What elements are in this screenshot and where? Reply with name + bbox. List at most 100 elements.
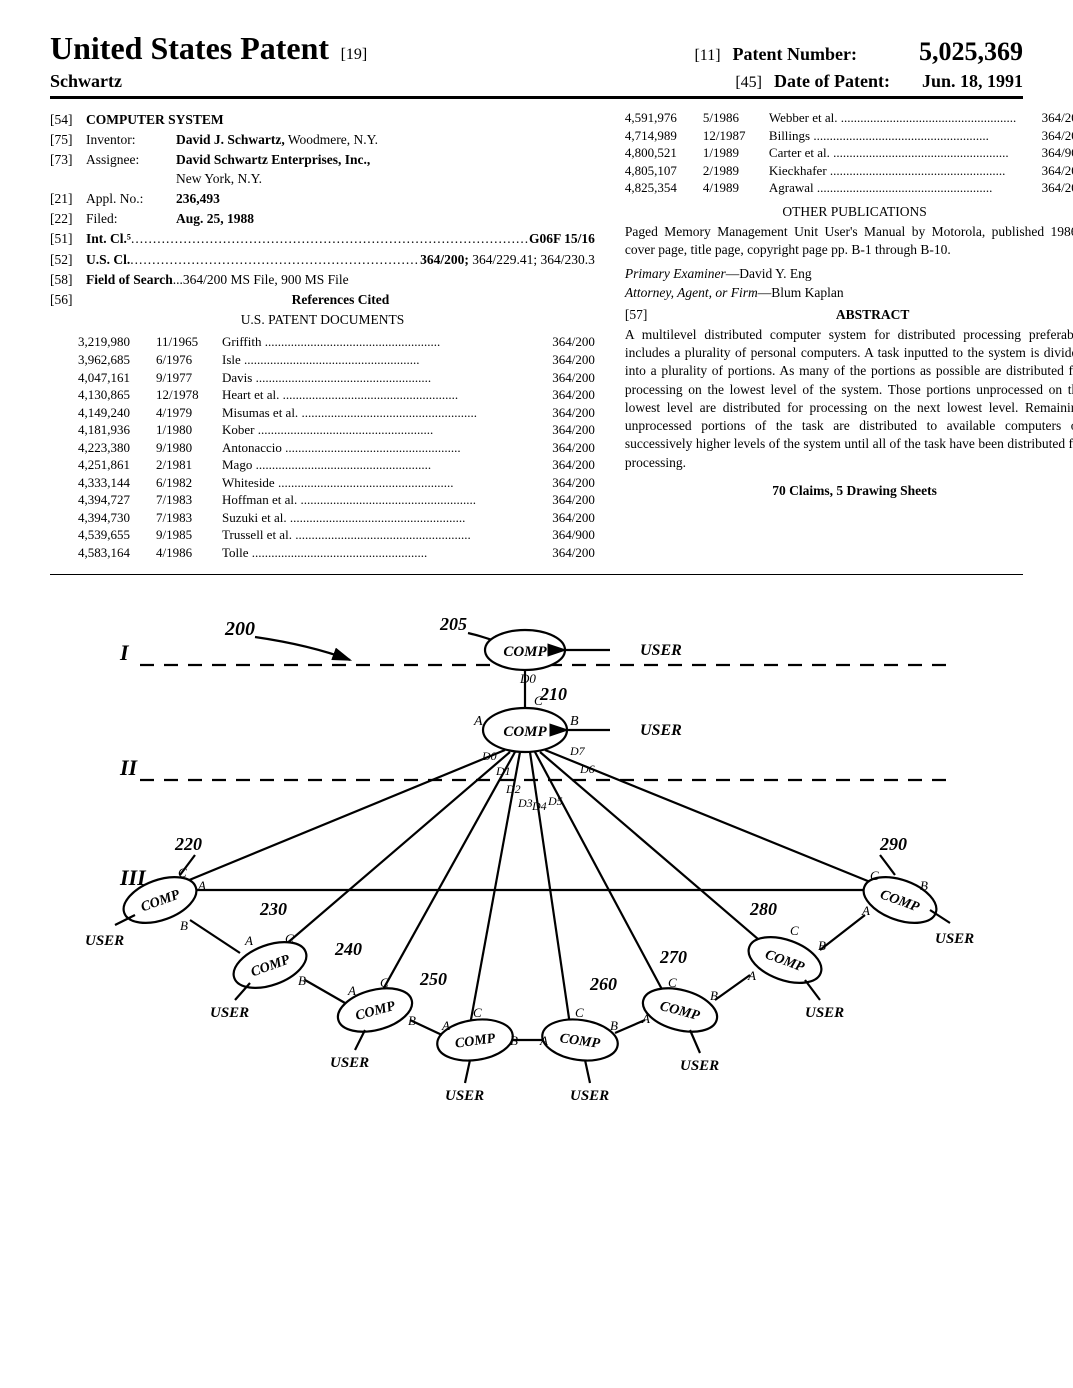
- svg-text:USER: USER: [640, 722, 682, 739]
- patent-reference-row: 4,047,1619/1977Davis 364/200: [50, 369, 595, 387]
- svg-text:C: C: [380, 975, 389, 990]
- code-56: [56]: [50, 291, 86, 309]
- ref-inventor: Carter et al.: [769, 144, 1016, 162]
- uscl-label: U.S. Cl.: [86, 251, 130, 269]
- level-2-label: II: [119, 755, 139, 780]
- ref-date: 4/1986: [156, 544, 214, 562]
- svg-text:B: B: [180, 918, 188, 933]
- assignee-loc: New York, N.Y.: [176, 171, 262, 186]
- ref-date: 2/1989: [703, 162, 761, 180]
- svg-text:A: A: [641, 1011, 650, 1026]
- left-column: [54] COMPUTER SYSTEM [75] Inventor: Davi…: [50, 109, 595, 562]
- date-label: Date of Patent:: [774, 71, 890, 92]
- ref-date: 4/1979: [156, 404, 214, 422]
- svg-text:C: C: [575, 1005, 584, 1020]
- ref-number: 4,181,936: [78, 421, 148, 439]
- ref-inventor: Trussell et al.: [222, 526, 527, 544]
- ref-inventor: Heart et al.: [222, 386, 527, 404]
- ref-number: 4,714,989: [625, 127, 695, 145]
- refs-cited-label: References Cited: [86, 291, 595, 309]
- code-11: [11]: [694, 47, 720, 65]
- ref-date: 4/1989: [703, 179, 761, 197]
- fos-label: Field of Search: [86, 271, 173, 289]
- ref-date: 9/1977: [156, 369, 214, 387]
- ref-inventor: Kober: [222, 421, 527, 439]
- ref-date: 2/1981: [156, 456, 214, 474]
- ref-inventor: Tolle: [222, 544, 527, 562]
- ref-date: 12/1987: [703, 127, 761, 145]
- filed-date: Aug. 25, 1988: [176, 210, 254, 228]
- other-pub-text: Paged Memory Management Unit User's Manu…: [625, 223, 1073, 259]
- ref-number: 4,333,144: [78, 474, 148, 492]
- ref-number: 4,223,380: [78, 439, 148, 457]
- ref-date: 6/1982: [156, 474, 214, 492]
- other-pub-label: OTHER PUBLICATIONS: [625, 203, 1073, 221]
- header-left: United States Patent [19]: [50, 30, 367, 67]
- inventor-surname: Schwartz: [50, 71, 122, 92]
- svg-text:A: A: [244, 933, 253, 948]
- patent-reference-row: 4,714,98912/1987Billings 364/200: [625, 127, 1073, 145]
- ref-inventor: Hoffman et al.: [222, 491, 527, 509]
- patent-reference-row: 4,394,7277/1983Hoffman et al. 364/200: [50, 491, 595, 509]
- header-rule: [50, 96, 1023, 99]
- ref-class: 364/200: [535, 351, 595, 369]
- attorney-label: Attorney, Agent, or Firm: [625, 285, 758, 300]
- ref-inventor: Kieckhafer: [769, 162, 1016, 180]
- svg-text:USER: USER: [570, 1088, 609, 1104]
- svg-text:USER: USER: [445, 1088, 484, 1104]
- appl-label: Appl. No.:: [86, 190, 176, 208]
- examiner-label: Primary Examiner: [625, 266, 726, 281]
- patent-reference-row: 4,805,1072/1989Kieckhafer 364/200: [625, 162, 1073, 180]
- ref-270: 270: [659, 947, 687, 967]
- ref-class: 364/200: [535, 491, 595, 509]
- ref-date: 11/1965: [156, 333, 214, 351]
- svg-text:C: C: [473, 1005, 482, 1020]
- ref-date: 5/1986: [703, 109, 761, 127]
- ref-class: 364/200: [535, 474, 595, 492]
- ref-number: 4,130,865: [78, 386, 148, 404]
- patent-number-label: Patent Number:: [733, 44, 857, 65]
- ref-230: 230: [259, 899, 287, 919]
- ref-210: 210: [539, 684, 567, 704]
- ref-number: 4,800,521: [625, 144, 695, 162]
- ref-inventor: Mago: [222, 456, 527, 474]
- ref-class: 364/200: [535, 369, 595, 387]
- figure-svg: I II III 200 205 COMP USER D0 210 C COMP…: [50, 605, 1010, 1165]
- ref-inventor: Antonaccio: [222, 439, 527, 457]
- ref-date: 7/1983: [156, 491, 214, 509]
- patent-figure: I II III 200 205 COMP USER D0 210 C COMP…: [50, 605, 1023, 1170]
- dotleader: [130, 251, 420, 269]
- ref-number: 4,825,354: [625, 179, 695, 197]
- svg-text:B: B: [570, 714, 579, 729]
- code-45: [45]: [735, 74, 762, 92]
- ref-date: 6/1976: [156, 351, 214, 369]
- ref-date: 1/1989: [703, 144, 761, 162]
- patent-reference-row: 4,223,3809/1980Antonaccio 364/200: [50, 439, 595, 457]
- patent-reference-row: 4,800,521 1/1989 Carter et al. 364/900: [625, 144, 1073, 162]
- ref-inventor: Isle: [222, 351, 527, 369]
- uscl-value: 364/200;: [420, 252, 469, 267]
- svg-text:C: C: [178, 865, 187, 880]
- ref-class: 364/900: [1024, 144, 1073, 162]
- ref-inventor: Griffith: [222, 333, 527, 351]
- code-54: [54]: [50, 111, 86, 129]
- svg-text:D3: D3: [517, 796, 533, 810]
- body-rule: [50, 574, 1023, 575]
- ref-220: 220: [174, 834, 202, 854]
- patent-number: 5,025,369: [919, 37, 1023, 67]
- code-21: [21]: [50, 190, 86, 208]
- ref-class: 364/200: [535, 509, 595, 527]
- ref-290: 290: [879, 834, 907, 854]
- ref-inventor: Davis: [222, 369, 527, 387]
- svg-text:B: B: [610, 1018, 618, 1033]
- ref-class: 364/200: [535, 386, 595, 404]
- comp-label: COMP: [503, 644, 547, 660]
- ref-inventor: Agrawal: [769, 179, 1016, 197]
- ref-number: 4,149,240: [78, 404, 148, 422]
- code-51: [51]: [50, 230, 86, 248]
- svg-text:C: C: [790, 923, 799, 938]
- ref-date: 12/1978: [156, 386, 214, 404]
- svg-text:A: A: [441, 1018, 450, 1033]
- ref-number: 4,805,107: [625, 162, 695, 180]
- patent-reference-row: 4,539,6559/1985Trussell et al. 364/900: [50, 526, 595, 544]
